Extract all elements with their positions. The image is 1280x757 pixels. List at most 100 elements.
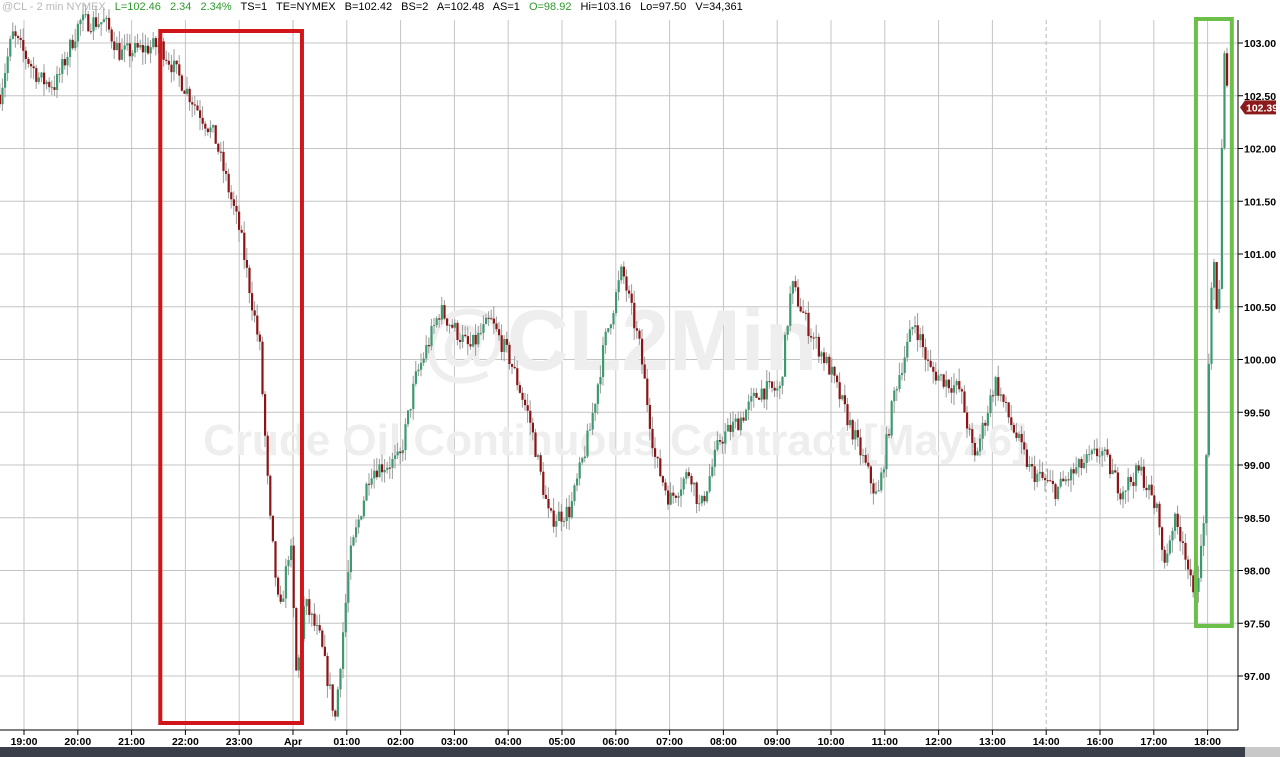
candle-down xyxy=(991,395,995,397)
x-tick-label: Apr xyxy=(284,736,302,748)
scrollbar[interactable] xyxy=(0,747,1245,757)
candle-down xyxy=(973,442,976,456)
candle-up xyxy=(1085,454,1088,464)
candle-down xyxy=(321,630,324,647)
candle-down xyxy=(474,334,477,345)
candle-up xyxy=(1220,147,1223,289)
candle-up xyxy=(383,469,386,473)
candle-up xyxy=(461,334,464,342)
candle-down xyxy=(934,371,937,381)
candle-down xyxy=(695,482,698,505)
candle-down xyxy=(1137,465,1140,471)
candle-up xyxy=(432,325,436,327)
y-axis: 97.00 97.50 98.00 98.50 99.00 99.50 100.00 100.… xyxy=(1237,20,1278,730)
y-tick-label: 102.00 xyxy=(1244,144,1276,156)
scrollbar-corner xyxy=(1245,747,1280,757)
candle-up xyxy=(882,469,885,473)
candle-down xyxy=(196,105,199,111)
candle-up xyxy=(440,305,443,320)
candle-up xyxy=(669,492,672,505)
candle-down xyxy=(313,613,316,626)
candle-up xyxy=(414,371,417,384)
candle-up xyxy=(789,293,792,326)
candle-down xyxy=(1023,442,1026,450)
candle-down xyxy=(42,72,46,85)
candle-up xyxy=(1127,477,1130,491)
candle-up xyxy=(1147,484,1151,491)
candle-down xyxy=(544,494,547,499)
candle-down xyxy=(505,338,508,345)
x-tick-label: 16:00 xyxy=(1087,736,1114,748)
candle-down xyxy=(1041,471,1044,479)
candle-down xyxy=(648,404,651,429)
candle-up xyxy=(1166,553,1169,563)
candle-up xyxy=(373,470,376,479)
candle-down xyxy=(276,577,280,595)
candle-up xyxy=(1028,464,1031,467)
candle-up xyxy=(347,572,350,603)
candle-up xyxy=(1168,540,1171,554)
candle-down xyxy=(128,43,131,57)
candle-up xyxy=(328,684,332,686)
candle-up xyxy=(1155,503,1158,509)
candle-up xyxy=(617,280,620,293)
candle-up xyxy=(61,59,64,74)
candle-up xyxy=(126,43,129,46)
candle-down xyxy=(458,339,462,342)
candle-up xyxy=(898,375,901,390)
candle-down xyxy=(1046,480,1049,482)
candle-down xyxy=(1179,526,1182,542)
candle-down xyxy=(490,318,493,320)
candle-down xyxy=(1095,448,1099,457)
candle-down xyxy=(237,211,241,230)
candle-down xyxy=(154,38,157,48)
candle-down xyxy=(113,41,116,51)
candle-up xyxy=(750,396,753,402)
candle-up xyxy=(1197,578,1200,592)
x-tick-label: 18:00 xyxy=(1194,736,1221,748)
candle-up xyxy=(955,381,958,386)
candle-down xyxy=(763,388,766,400)
candle-down xyxy=(661,476,664,483)
x-tick-label: 03:00 xyxy=(441,736,468,748)
x-tick-label: 19:00 xyxy=(11,736,38,748)
candle-up xyxy=(172,60,176,73)
candle-up xyxy=(74,41,77,49)
candle-up xyxy=(386,467,389,470)
candle-down xyxy=(742,417,745,421)
candle-down xyxy=(253,310,256,316)
candle-up xyxy=(3,73,7,88)
candle-down xyxy=(924,347,927,360)
candle-up xyxy=(854,430,857,440)
x-tick-label: 21:00 xyxy=(118,736,145,748)
candle-up xyxy=(115,42,118,51)
candle-down xyxy=(1025,449,1028,467)
candle-down xyxy=(27,58,30,64)
candle-up xyxy=(999,394,1002,396)
candle-up xyxy=(37,77,40,82)
candle-down xyxy=(331,684,334,711)
candle-up xyxy=(477,332,480,345)
last-price-label: 102.39 xyxy=(1246,102,1278,114)
candle-up xyxy=(705,491,709,502)
candle-up xyxy=(1088,454,1091,456)
candle-down xyxy=(16,36,20,38)
candle-down xyxy=(859,437,862,456)
watermark-symbol: @CL2Min xyxy=(423,293,817,389)
candle-up xyxy=(289,545,293,561)
candle-down xyxy=(1158,503,1161,528)
candle-up xyxy=(1205,455,1208,524)
candle-up xyxy=(731,421,735,432)
candle-down xyxy=(292,545,295,609)
candle-down xyxy=(500,335,503,352)
candle-up xyxy=(417,369,420,372)
candle-up xyxy=(685,472,688,479)
ask-size: AS=1 xyxy=(492,1,520,13)
last-price-tag xyxy=(1240,100,1276,115)
candle-down xyxy=(388,467,391,469)
candle-up xyxy=(409,408,412,411)
candle-up xyxy=(1202,523,1205,546)
candle-up xyxy=(945,379,948,387)
candle-up xyxy=(354,527,358,538)
